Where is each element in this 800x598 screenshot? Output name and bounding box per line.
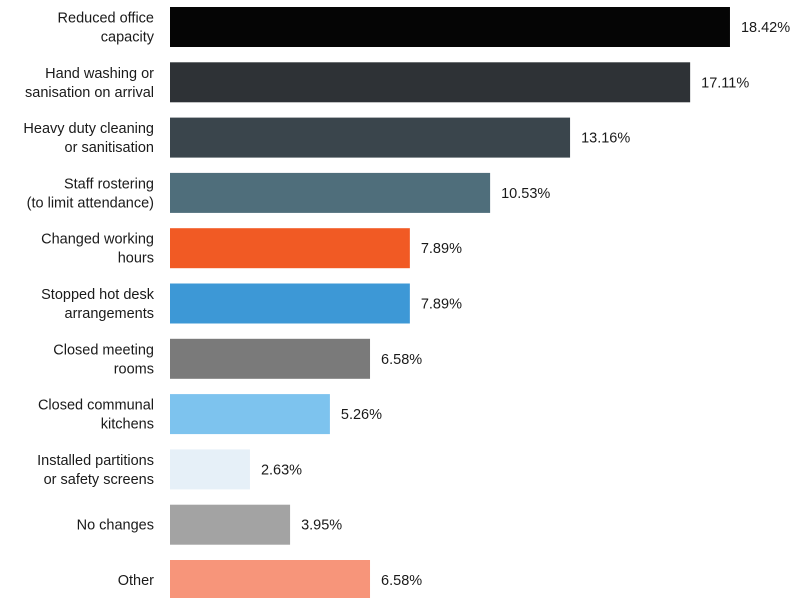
bar-row: Reduced office capacity 18.42% bbox=[58, 7, 790, 47]
value-label: 6.58% bbox=[381, 352, 422, 368]
value-label: 3.95% bbox=[301, 518, 342, 534]
category-label-line: hours bbox=[118, 251, 154, 267]
bar bbox=[170, 560, 371, 598]
value-label: 18.42% bbox=[741, 20, 790, 36]
bar bbox=[170, 228, 410, 269]
category-label-line: Stopped hot desk bbox=[41, 287, 155, 303]
category-label-line: capacity bbox=[101, 30, 155, 46]
bar bbox=[170, 283, 410, 324]
value-label: 10.53% bbox=[501, 186, 550, 202]
category-label-line: Changed working bbox=[41, 232, 154, 248]
bars-group: Reduced office capacity 18.42% Hand washing… bbox=[23, 7, 790, 598]
category-label: Stopped hot desk arrangements bbox=[41, 287, 155, 322]
value-label: 13.16% bbox=[581, 131, 630, 147]
category-label-line: No changes bbox=[77, 518, 154, 534]
value-label: 5.26% bbox=[341, 407, 382, 423]
category-label: Other bbox=[118, 573, 154, 589]
category-label: Heavy duty cleaning or sanitisation bbox=[23, 121, 154, 156]
bar-row: Closed communal kitchens 5.26% bbox=[38, 394, 382, 435]
bar bbox=[170, 504, 291, 545]
category-label: Changed working hours bbox=[41, 232, 154, 267]
category-label-line: rooms bbox=[114, 361, 154, 377]
bar-row: Other 6.58% bbox=[118, 560, 422, 598]
category-label: Closed meeting rooms bbox=[53, 342, 154, 377]
bar bbox=[170, 338, 371, 379]
category-label-line: sanisation on arrival bbox=[25, 85, 154, 101]
bar bbox=[170, 62, 691, 103]
bar-row: No changes 3.95% bbox=[77, 504, 342, 545]
category-label: Installed partitions or safety screens bbox=[37, 453, 154, 488]
value-label: 2.63% bbox=[261, 462, 302, 478]
bar-row: Heavy duty cleaning or sanitisation 13.16% bbox=[23, 117, 630, 158]
category-label-line: kitchens bbox=[101, 417, 154, 433]
category-label-line: or sanitisation bbox=[65, 140, 154, 156]
value-label: 7.89% bbox=[421, 297, 462, 313]
bar-row: Changed working hours 7.89% bbox=[41, 228, 462, 269]
category-label-line: or safety screens bbox=[44, 472, 154, 488]
value-label: 17.11% bbox=[701, 75, 749, 91]
category-label: No changes bbox=[77, 518, 154, 534]
bar bbox=[170, 117, 571, 158]
category-label-line: Staff rostering bbox=[64, 176, 154, 192]
bar-row: Closed meeting rooms 6.58% bbox=[53, 338, 422, 379]
category-label: Hand washing or sanisation on arrival bbox=[25, 66, 154, 101]
category-label-line: Heavy duty cleaning bbox=[23, 121, 154, 137]
category-label-line: Closed meeting bbox=[53, 342, 154, 358]
value-label: 6.58% bbox=[381, 573, 422, 589]
category-label-line: Hand washing or bbox=[45, 66, 154, 82]
bar bbox=[170, 7, 730, 47]
category-label: Closed communal kitchens bbox=[38, 398, 154, 433]
bar-row: Staff rostering (to limit attendance) 10.5… bbox=[27, 172, 550, 213]
category-label-line: Other bbox=[118, 573, 154, 589]
bar-row: Installed partitions or safety screens 2.6… bbox=[37, 449, 302, 490]
bar-row: Stopped hot desk arrangements 7.89% bbox=[41, 283, 462, 324]
category-label-line: Reduced office bbox=[58, 11, 154, 27]
category-label: Reduced office capacity bbox=[58, 11, 155, 46]
category-label-line: arrangements bbox=[65, 306, 154, 322]
category-label-line: Installed partitions bbox=[37, 453, 154, 469]
bar-row: Hand washing or sanisation on arrival 17.1… bbox=[25, 62, 749, 103]
category-label-line: (to limit attendance) bbox=[27, 195, 154, 211]
bar bbox=[170, 172, 491, 213]
bar bbox=[170, 449, 250, 490]
category-label-line: Closed communal bbox=[38, 398, 154, 414]
value-label: 7.89% bbox=[421, 241, 462, 257]
bar bbox=[170, 394, 330, 435]
category-label: Staff rostering (to limit attendance) bbox=[27, 176, 154, 211]
